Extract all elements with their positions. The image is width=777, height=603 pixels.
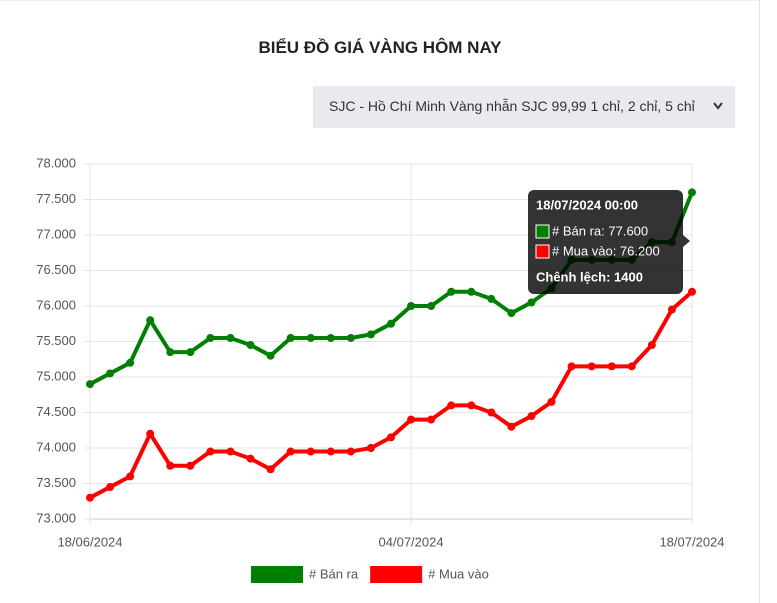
point bbox=[286, 333, 295, 342]
chart-title: BIỂU ĐỒ GIÁ VÀNG HÔM NAY bbox=[258, 38, 502, 57]
legend-label: # Mua vào bbox=[428, 566, 489, 581]
x-tick-label: 04/07/2024 bbox=[379, 534, 444, 549]
x-tick-label: 18/06/2024 bbox=[57, 534, 122, 549]
point bbox=[527, 298, 536, 307]
point bbox=[507, 309, 516, 318]
point bbox=[467, 287, 476, 296]
point bbox=[547, 397, 556, 406]
point bbox=[226, 447, 235, 456]
point bbox=[306, 333, 315, 342]
tooltip-line: # Bán ra: 77.600 bbox=[552, 223, 648, 238]
point bbox=[346, 447, 355, 456]
point bbox=[146, 429, 155, 438]
point bbox=[688, 287, 696, 296]
region-select[interactable]: SJC - Hồ Chí Minh Vàng nhẫn SJC 99,99 1 … bbox=[313, 86, 735, 128]
point bbox=[266, 465, 275, 474]
legend-swatch bbox=[251, 566, 303, 583]
point bbox=[407, 302, 416, 310]
y-tick-label: 76.000 bbox=[36, 297, 76, 312]
y-tick-label: 77.000 bbox=[36, 226, 76, 241]
y-tick-label: 74.500 bbox=[36, 404, 76, 419]
point bbox=[688, 188, 696, 197]
point bbox=[427, 302, 436, 310]
point bbox=[447, 401, 456, 410]
point bbox=[166, 461, 175, 470]
point bbox=[246, 454, 255, 463]
y-tick-label: 76.500 bbox=[36, 262, 76, 277]
point bbox=[306, 447, 315, 456]
point bbox=[206, 333, 215, 342]
point bbox=[186, 348, 195, 357]
chart-card: BIỂU ĐỒ GIÁ VÀNG HÔM NAY SJC - Hồ Chí Mi… bbox=[0, 0, 760, 603]
tooltip-swatch bbox=[535, 224, 550, 239]
y-tick-label: 75.000 bbox=[36, 368, 76, 383]
point bbox=[627, 362, 636, 371]
y-tick-label: 78.000 bbox=[36, 155, 76, 170]
y-tick-label: 73.000 bbox=[36, 510, 76, 525]
tooltip: 18/07/2024 00:00 # Bán ra: 77.600 # Mua và… bbox=[528, 190, 690, 294]
point bbox=[366, 330, 375, 339]
tooltip-footer: Chênh lệch: 1400 bbox=[536, 269, 643, 284]
point bbox=[266, 351, 275, 360]
point bbox=[346, 333, 355, 342]
tooltip-swatch bbox=[535, 244, 550, 259]
point bbox=[86, 380, 94, 389]
point bbox=[487, 408, 496, 417]
point bbox=[106, 483, 115, 492]
point bbox=[487, 294, 496, 303]
point bbox=[366, 444, 375, 452]
tooltip-title: 18/07/2024 00:00 bbox=[536, 197, 638, 212]
legend-label: # Bán ra bbox=[309, 566, 359, 581]
point bbox=[146, 316, 155, 325]
point bbox=[527, 412, 536, 421]
point bbox=[206, 447, 215, 456]
point bbox=[166, 348, 175, 357]
point bbox=[326, 333, 335, 342]
y-tick-label: 73.500 bbox=[36, 475, 76, 490]
point bbox=[427, 415, 436, 424]
point bbox=[447, 287, 456, 296]
y-tick-label: 74.000 bbox=[36, 439, 76, 454]
select-text: SJC - Hồ Chí Minh Vàng nhẫn SJC 99,99 1 … bbox=[329, 98, 695, 114]
point bbox=[226, 333, 235, 342]
point bbox=[186, 461, 195, 470]
legend-swatch bbox=[370, 566, 423, 583]
point bbox=[387, 319, 395, 328]
y-tick-label: 77.500 bbox=[36, 191, 76, 206]
point bbox=[126, 472, 135, 481]
y-tick-label: 75.500 bbox=[36, 333, 76, 348]
point bbox=[286, 447, 295, 456]
point bbox=[326, 447, 335, 456]
point bbox=[126, 358, 135, 367]
point bbox=[667, 305, 676, 314]
x-tick-label: 18/07/2024 bbox=[659, 534, 724, 549]
point bbox=[246, 341, 255, 350]
point bbox=[467, 401, 476, 410]
point bbox=[507, 422, 516, 431]
point bbox=[407, 415, 416, 424]
point bbox=[607, 362, 616, 371]
point bbox=[567, 362, 576, 371]
dropdown-arrow bbox=[713, 102, 723, 110]
point bbox=[387, 433, 395, 442]
point bbox=[106, 369, 115, 378]
point bbox=[86, 493, 94, 502]
point bbox=[587, 362, 596, 371]
tooltip-line: # Mua vào: 76.200 bbox=[552, 243, 660, 258]
tooltip-arrow bbox=[683, 235, 690, 247]
tooltip-box bbox=[528, 190, 683, 294]
point bbox=[647, 341, 656, 350]
